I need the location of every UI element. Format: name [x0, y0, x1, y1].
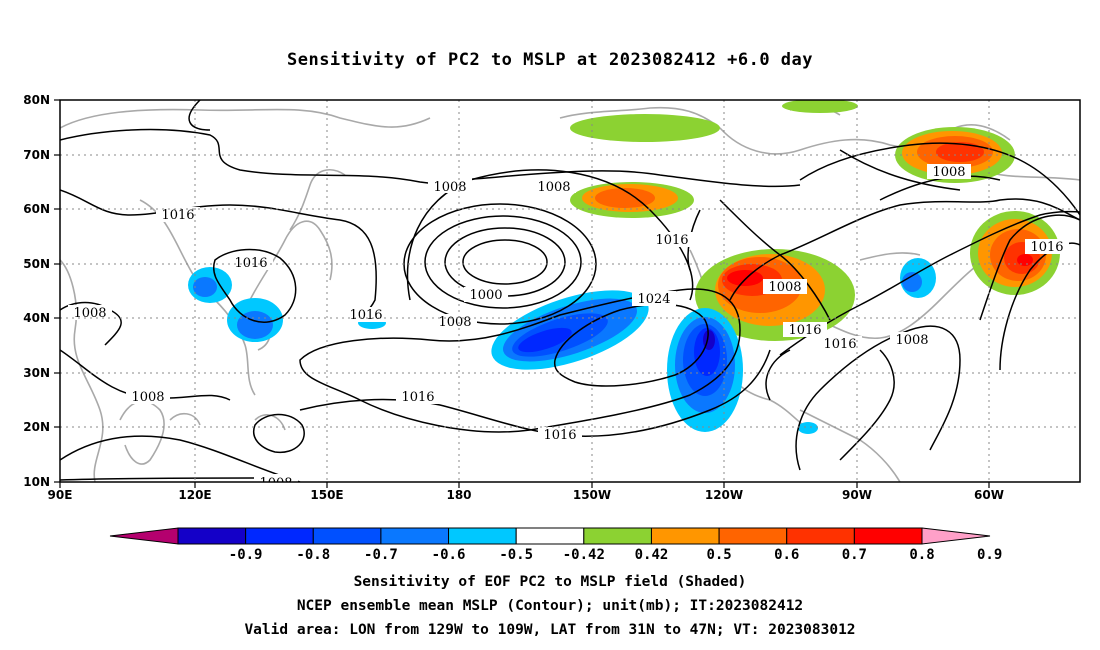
colorbar-max-arrow [921, 527, 991, 545]
lat-tick-label: 70N [23, 148, 50, 162]
contour-label: 1008 [438, 315, 471, 330]
lon-tick-label: 120W [705, 488, 743, 502]
caption-line-3: Valid area: LON from 129W to 109W, LAT f… [244, 622, 856, 638]
lon-tick-label: 90W [842, 488, 872, 502]
colorbar-swatch [245, 527, 314, 545]
lat-tick-label: 50N [23, 257, 50, 271]
lat-tick-label: 10N [23, 475, 50, 489]
contour-labels: 1008 1008 1016 1016 1016 1000 1008 1016 … [68, 164, 1069, 491]
contour-label: 1008 [537, 180, 570, 195]
colorbar-swatch [718, 527, 788, 545]
colorbar: -0.9 -0.8 -0.7 -0.6 -0.5 -0.42 0.42 0.5 0.6 0.7 0.… [109, 527, 1002, 563]
contour-label: 1024 [637, 292, 670, 307]
colorbar-label: -0.9 [229, 547, 263, 563]
lat-tick-label: 60N [23, 202, 50, 216]
graticule [60, 100, 1080, 482]
contour-label: 1008 [932, 165, 965, 180]
contour-label: 1008 [895, 333, 928, 348]
contour-label: 1016 [655, 233, 688, 248]
contour-label: 1016 [161, 208, 194, 223]
contour-label: 1016 [1030, 240, 1063, 255]
colorbar-swatch [380, 527, 450, 545]
contour-label: 1016 [401, 390, 434, 405]
contour-label: 1016 [234, 256, 267, 271]
lat-tick-label: 30N [23, 366, 50, 380]
contour-label: 1016 [543, 428, 576, 443]
lon-tick-label: 150W [573, 488, 611, 502]
colorbar-label: 0.42 [635, 547, 669, 563]
contour-label: 1000 [469, 288, 502, 303]
contour-label: 1008 [259, 476, 292, 491]
colorbar-swatch [583, 527, 652, 545]
lat-tick-label: 20N [23, 420, 50, 434]
contour-label: 1008 [768, 280, 801, 295]
contour-label: 1016 [788, 323, 821, 338]
contour-label: 1008 [131, 390, 164, 405]
colorbar-swatch [312, 527, 382, 545]
colorbar-min-arrow [109, 527, 179, 545]
colorbar-swatch [448, 527, 517, 545]
lat-tick-label: 80N [23, 93, 50, 107]
colorbar-label: -0.6 [432, 547, 466, 563]
colorbar-label: -0.7 [364, 547, 398, 563]
colorbar-swatch [515, 527, 585, 545]
lon-tick-label: 120E [178, 488, 211, 502]
colorbar-swatch [853, 527, 923, 545]
contour-label: 1008 [73, 306, 106, 321]
caption-line-2: NCEP ensemble mean MSLP (Contour); unit(… [296, 598, 804, 614]
contour-label: 1016 [349, 308, 382, 323]
colorbar-label: 0.6 [774, 547, 799, 563]
colorbar-swatch [786, 527, 855, 545]
colorbar-label: 0.5 [706, 547, 731, 563]
lon-tick-label: 90E [48, 488, 73, 502]
colorbar-swatch [177, 527, 247, 545]
colorbar-label: 0.8 [909, 547, 934, 563]
colorbar-label: -0.8 [296, 547, 330, 563]
lat-tick-label: 40N [23, 311, 50, 325]
contour-label: 1016 [823, 337, 856, 352]
lon-tick-label: 180 [446, 488, 471, 502]
caption-line-1: Sensitivity of EOF PC2 to MSLP field (Sh… [353, 574, 747, 590]
colorbar-label: -0.5 [499, 547, 533, 563]
colorbar-label: 0.7 [842, 547, 867, 563]
lon-tick-label: 60W [974, 488, 1004, 502]
lon-tick-label: 150E [310, 488, 343, 502]
plot-title: Sensitivity of PC2 to MSLP at 2023082412… [286, 50, 813, 70]
contour-label: 1008 [433, 180, 466, 195]
colorbar-label: 0.9 [977, 547, 1002, 563]
colorbar-swatch [650, 527, 720, 545]
colorbar-label: -0.42 [563, 547, 605, 563]
